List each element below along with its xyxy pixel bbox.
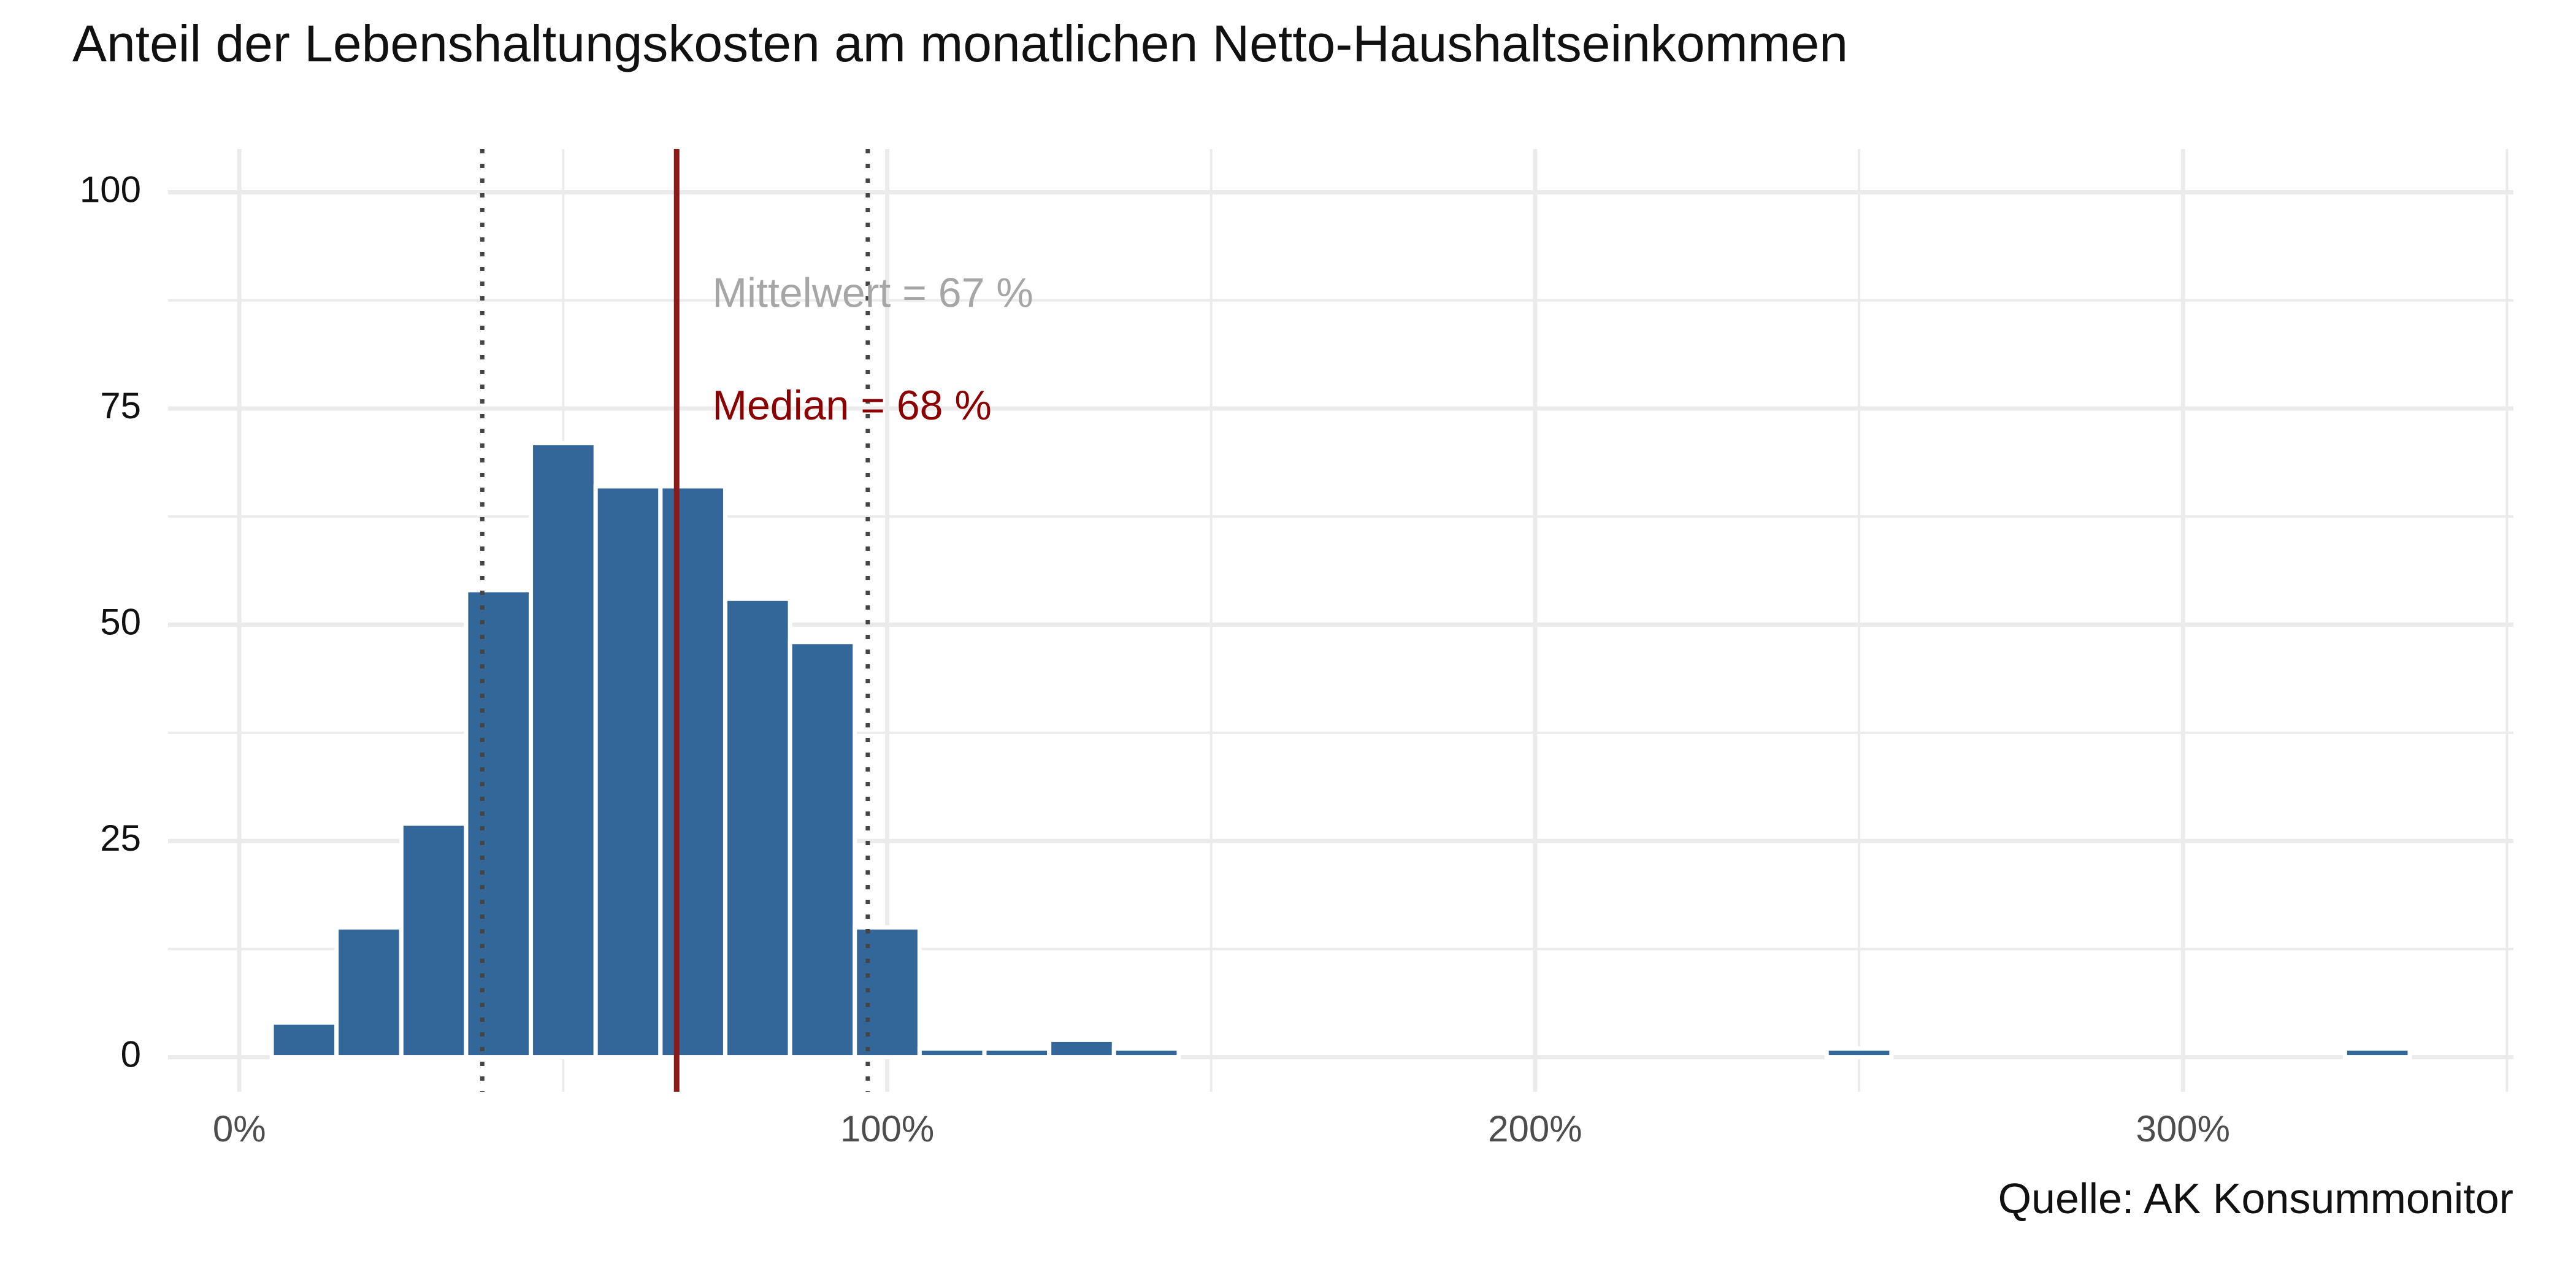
x-axis-ticks: 0% 100% 200% 300%	[213, 1108, 2230, 1149]
histogram-bar	[2342, 1046, 2412, 1060]
y-tick-label: 0	[121, 1033, 141, 1075]
annotation-median: Median = 68 %	[712, 382, 992, 429]
y-axis-ticks: 0 25 50 75 100	[80, 169, 141, 1075]
histogram-bars	[269, 440, 2412, 1060]
histogram-bar	[853, 925, 922, 1060]
histogram-bar	[1047, 1037, 1116, 1060]
histogram-bar	[658, 484, 727, 1060]
histogram-bar	[1111, 1046, 1181, 1060]
y-tick-label: 100	[80, 169, 141, 210]
x-tick-label: 100%	[840, 1108, 934, 1149]
histogram-bar	[723, 596, 792, 1060]
histogram-bar	[334, 925, 404, 1060]
chart-caption: Quelle: AK Konsummonitor	[1998, 1175, 2513, 1222]
annotations: Mittelwert = 67 % Median = 68 %	[712, 270, 1033, 429]
x-tick-label: 300%	[2136, 1108, 2230, 1149]
x-tick-label: 0%	[213, 1108, 266, 1149]
histogram-bar	[917, 1046, 987, 1060]
histogram-bar	[529, 440, 598, 1060]
y-tick-label: 50	[100, 601, 141, 642]
histogram-bar	[788, 640, 857, 1060]
histogram-bar	[464, 588, 534, 1060]
histogram-bar	[399, 821, 469, 1060]
y-tick-label: 75	[100, 385, 141, 426]
annotation-mean: Mittelwert = 67 %	[712, 270, 1033, 316]
x-tick-label: 200%	[1488, 1108, 1582, 1149]
y-tick-label: 25	[100, 818, 141, 859]
histogram-bar	[593, 484, 663, 1060]
histogram-bar	[269, 1020, 339, 1060]
histogram-bar	[1824, 1046, 1894, 1060]
reference-lines	[480, 149, 870, 1092]
chart-title: Anteil der Lebenshaltungskosten am monat…	[72, 15, 1848, 72]
histogram-bar	[982, 1046, 1052, 1060]
